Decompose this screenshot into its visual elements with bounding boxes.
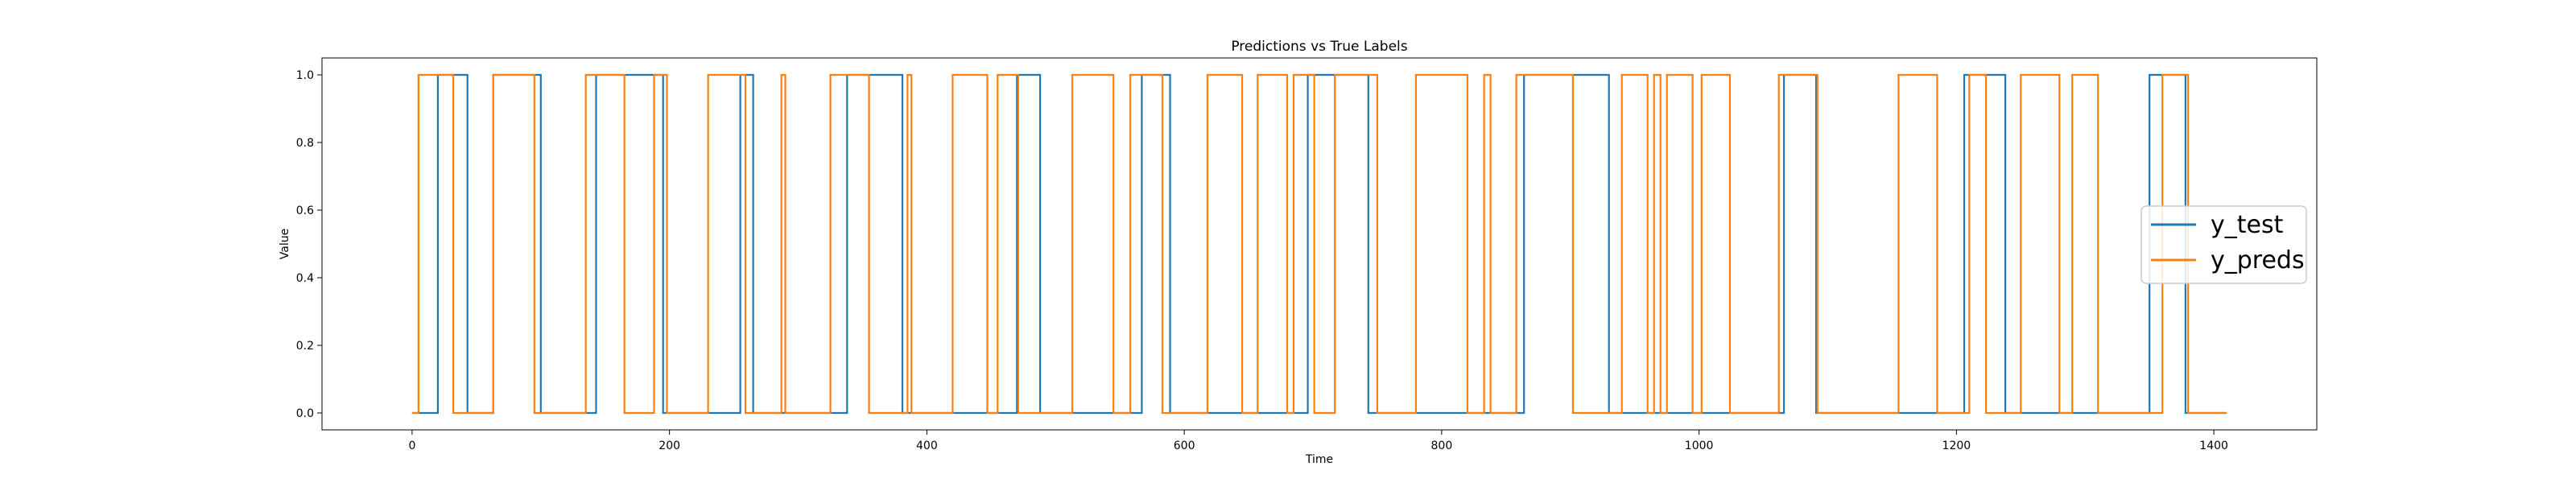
legend-label-y-test: y_test bbox=[2211, 211, 2284, 239]
chart-title: Predictions vs True Labels bbox=[1231, 39, 1407, 55]
x-axis-label: Time bbox=[1305, 453, 1333, 466]
x-tick-label: 600 bbox=[1174, 440, 1195, 452]
x-tick-label: 1400 bbox=[2199, 440, 2228, 452]
y-tick-label: 0.4 bbox=[296, 272, 314, 285]
y-axis-label: Value bbox=[279, 229, 291, 259]
plot-frame bbox=[321, 57, 2318, 431]
y-tick-label: 0.2 bbox=[296, 340, 314, 353]
x-tick-label: 1200 bbox=[1942, 440, 1971, 452]
series-line-y-preds bbox=[411, 73, 2227, 415]
series-layer bbox=[411, 73, 2227, 415]
y-tick-label: 0.0 bbox=[296, 407, 314, 420]
y-axis-ticks: 0.0 0.2 0.4 0.6 0.8 1.0 bbox=[296, 69, 322, 420]
x-axis-ticks: 0 200 400 600 800 1000 1200 1400 bbox=[408, 430, 2228, 452]
x-tick-label: 1000 bbox=[1685, 440, 1714, 452]
x-tick-label: 200 bbox=[658, 440, 680, 452]
legend: y_test y_preds bbox=[2140, 205, 2307, 284]
x-tick-label: 0 bbox=[408, 440, 415, 452]
legend-label-y-preds: y_preds bbox=[2211, 246, 2305, 275]
x-tick-label: 800 bbox=[1431, 440, 1453, 452]
x-tick-label: 400 bbox=[916, 440, 938, 452]
legend-entries: y_test y_preds bbox=[2151, 211, 2305, 275]
y-tick-label: 1.0 bbox=[296, 69, 314, 82]
y-tick-label: 0.6 bbox=[296, 204, 314, 217]
series-line-y-test bbox=[411, 73, 2227, 415]
y-tick-label: 0.8 bbox=[296, 137, 314, 150]
